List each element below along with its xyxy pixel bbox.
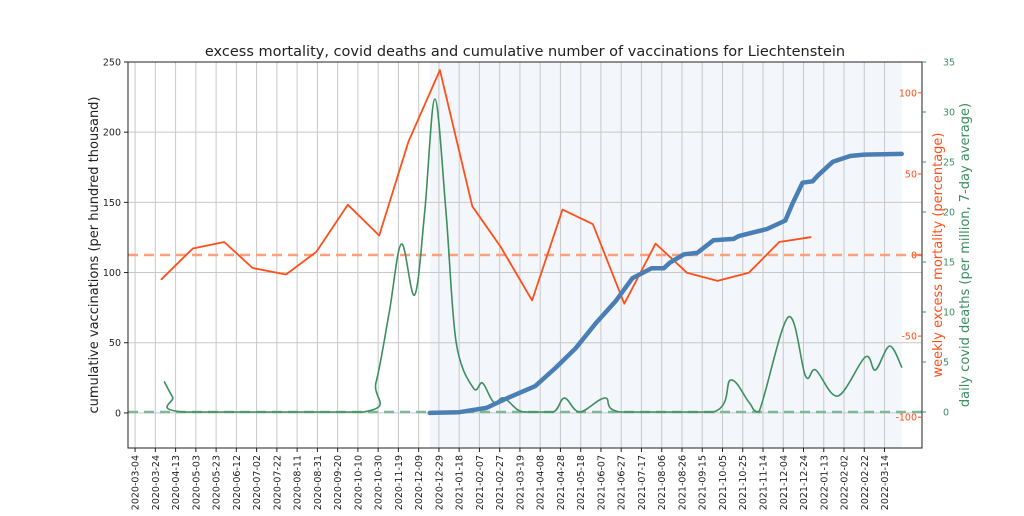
y-left-tick-label: 100 <box>103 268 121 279</box>
y-right-excess-tick-label: -50 <box>901 332 917 343</box>
x-tick-label: 2020-10-30 <box>374 455 385 510</box>
x-tick-label: 2021-11-14 <box>758 455 769 510</box>
series-line-excess-mortality <box>160 69 812 305</box>
x-tick-label: 2020-09-20 <box>333 455 344 510</box>
x-tick-label: 2022-02-02 <box>840 455 851 510</box>
x-tick-label: 2021-07-17 <box>637 455 648 510</box>
y-axis-right-excess-label: weekly excess mortality (percentage) <box>931 133 946 378</box>
series-line-covid-deaths <box>163 98 903 413</box>
y-left-tick-label: 50 <box>109 338 121 349</box>
x-tick-label: 2021-09-15 <box>698 455 709 510</box>
x-tick-label: 2021-03-19 <box>515 455 526 510</box>
x-tick-label: 2021-01-18 <box>455 455 466 510</box>
x-tick-label: 2021-04-08 <box>536 455 547 510</box>
y-right-excess-tick-label: 0 <box>911 251 917 262</box>
x-tick-label: 2020-06-12 <box>232 455 243 510</box>
x-tick-label: 2020-07-02 <box>252 455 263 510</box>
y-right-deaths-tick-label: 30 <box>943 108 955 119</box>
y-axis-left-label: cumulative vaccinations (per hundred tho… <box>87 96 102 413</box>
x-tick-label: 2021-08-06 <box>657 455 668 510</box>
x-tick-label: 2022-02-22 <box>860 455 871 510</box>
x-tick-label: 2020-03-04 <box>131 455 142 510</box>
chart-title: excess mortality, covid deaths and cumul… <box>205 44 845 60</box>
ticks: 2020-03-04 2020-03-24 2020-04-13 2020-05-03… <box>103 58 955 511</box>
x-tick-label: 2020-08-31 <box>313 455 324 510</box>
x-tick-label: 2021-06-27 <box>617 455 628 510</box>
y-left-tick-label: 250 <box>103 58 121 69</box>
y-left-tick-label: 0 <box>115 408 121 419</box>
x-tick-label: 2022-03-14 <box>880 455 891 510</box>
y-right-deaths-tick-label: 5 <box>943 358 949 369</box>
y-right-deaths-tick-label: 10 <box>943 308 955 319</box>
y-axis-right-deaths-label: daily covid deaths (per million, 7-day a… <box>958 103 973 407</box>
x-tick-label: 2021-10-25 <box>738 455 749 510</box>
y-left-tick-label: 200 <box>103 128 121 139</box>
x-tick-label: 2020-03-24 <box>151 455 162 510</box>
x-tick-label: 2020-10-10 <box>353 455 364 510</box>
y-right-excess-tick-label: -100 <box>895 413 917 424</box>
series <box>160 69 904 416</box>
x-tick-label: 2021-05-18 <box>576 455 587 510</box>
y-right-deaths-tick-label: 25 <box>943 158 955 169</box>
x-tick-label: 2020-05-03 <box>191 455 202 510</box>
x-tick-label: 2020-12-09 <box>414 455 425 510</box>
y-right-excess-tick-label: 50 <box>905 169 917 180</box>
x-tick-label: 2020-05-23 <box>212 455 223 510</box>
x-tick-label: 2020-11-19 <box>394 455 405 510</box>
series-line-vaccinations <box>427 151 904 416</box>
y-right-deaths-tick-label: 0 <box>943 408 949 419</box>
x-tick-label: 2020-12-29 <box>434 455 445 510</box>
x-tick-label: 2021-02-27 <box>495 455 506 510</box>
x-tick-label: 2022-01-13 <box>819 455 830 510</box>
x-tick-label: 2021-12-04 <box>779 455 790 510</box>
x-tick-label: 2020-04-13 <box>171 455 182 510</box>
y-right-excess-tick-label: 100 <box>899 88 917 99</box>
x-tick-label: 2021-08-26 <box>677 455 688 510</box>
y-right-deaths-tick-label: 35 <box>943 58 955 69</box>
x-tick-label: 2021-12-24 <box>799 455 810 510</box>
x-tick-label: 2020-07-22 <box>272 455 283 510</box>
x-tick-label: 2020-08-11 <box>293 455 304 510</box>
x-tick-label: 2021-02-07 <box>475 455 486 510</box>
x-tick-label: 2021-06-07 <box>596 455 607 510</box>
x-tick-label: 2021-04-28 <box>556 455 567 510</box>
y-right-deaths-tick-label: 20 <box>943 208 955 219</box>
x-tick-label: 2021-10-05 <box>718 455 729 510</box>
y-right-deaths-tick-label: 15 <box>943 258 955 269</box>
y-left-tick-label: 150 <box>103 198 121 209</box>
